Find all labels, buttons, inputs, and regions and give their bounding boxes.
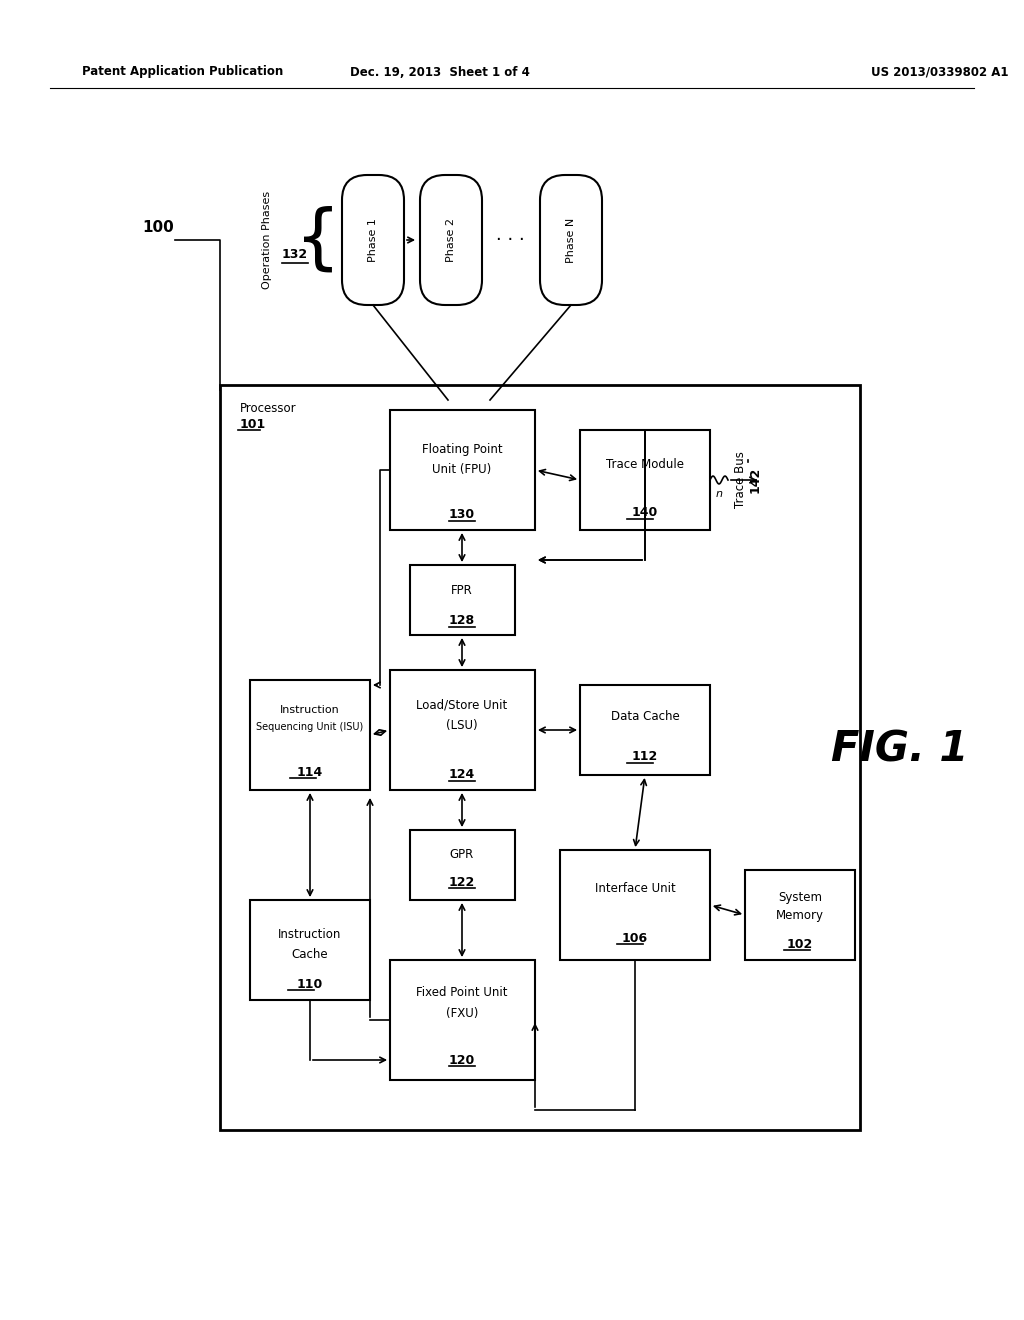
Text: 122: 122 [449, 875, 475, 888]
Text: 101: 101 [240, 417, 266, 430]
FancyBboxPatch shape [342, 176, 404, 305]
Text: 140: 140 [632, 507, 658, 520]
Text: · · ·: · · · [496, 231, 524, 249]
Text: Instruction: Instruction [279, 928, 342, 941]
Text: Processor: Processor [240, 401, 297, 414]
Text: Memory: Memory [776, 908, 824, 921]
Bar [250, 680, 370, 789]
Text: 142: 142 [749, 467, 762, 494]
FancyBboxPatch shape [540, 176, 602, 305]
Text: GPR: GPR [450, 849, 474, 862]
Text: Sequencing Unit (ISU): Sequencing Unit (ISU) [256, 722, 364, 733]
Text: Trace Bus: Trace Bus [733, 451, 746, 508]
Text: 110: 110 [297, 978, 324, 990]
Text: Load/Store Unit: Load/Store Unit [417, 698, 508, 711]
Text: 100: 100 [142, 220, 174, 235]
Text: {: { [295, 206, 341, 275]
Text: 120: 120 [449, 1053, 475, 1067]
Text: 114: 114 [297, 766, 324, 779]
Text: Instruction: Instruction [281, 705, 340, 715]
Text: Fixed Point Unit: Fixed Point Unit [416, 986, 508, 999]
Text: 130: 130 [449, 508, 475, 521]
Bar [580, 685, 710, 775]
Text: FIG. 1: FIG. 1 [831, 729, 969, 771]
Text: Phase 1: Phase 1 [368, 218, 378, 261]
Bar [560, 850, 710, 960]
Text: 124: 124 [449, 768, 475, 781]
Text: Phase N: Phase N [566, 218, 575, 263]
Text: Patent Application Publication: Patent Application Publication [82, 66, 284, 78]
Text: 128: 128 [449, 614, 475, 627]
Text: 102: 102 [786, 937, 813, 950]
Text: US 2013/0339802 A1: US 2013/0339802 A1 [871, 66, 1009, 78]
Bar [220, 385, 860, 1130]
Text: Unit (FPU): Unit (FPU) [432, 463, 492, 477]
Bar [410, 830, 515, 900]
Bar [390, 411, 535, 531]
Text: n: n [716, 488, 723, 499]
Text: (FXU): (FXU) [445, 1006, 478, 1019]
Text: (LSU): (LSU) [446, 718, 478, 731]
Text: Operation Phases: Operation Phases [262, 191, 272, 289]
Bar [410, 565, 515, 635]
Bar [250, 900, 370, 1001]
Bar [580, 430, 710, 531]
Text: 106: 106 [622, 932, 648, 945]
Text: Interface Unit: Interface Unit [595, 882, 676, 895]
FancyBboxPatch shape [420, 176, 482, 305]
Text: FPR: FPR [452, 583, 473, 597]
Bar [390, 960, 535, 1080]
Bar [745, 870, 855, 960]
Text: Dec. 19, 2013  Sheet 1 of 4: Dec. 19, 2013 Sheet 1 of 4 [350, 66, 530, 78]
Text: 132: 132 [282, 248, 308, 261]
Text: Floating Point: Floating Point [422, 444, 503, 457]
Text: Trace Module: Trace Module [606, 458, 684, 470]
Text: 112: 112 [632, 751, 658, 763]
Bar [390, 671, 535, 789]
Text: Data Cache: Data Cache [610, 710, 679, 722]
Text: System: System [778, 891, 822, 904]
Text: Phase 2: Phase 2 [446, 218, 456, 261]
Text: Cache: Cache [292, 949, 329, 961]
